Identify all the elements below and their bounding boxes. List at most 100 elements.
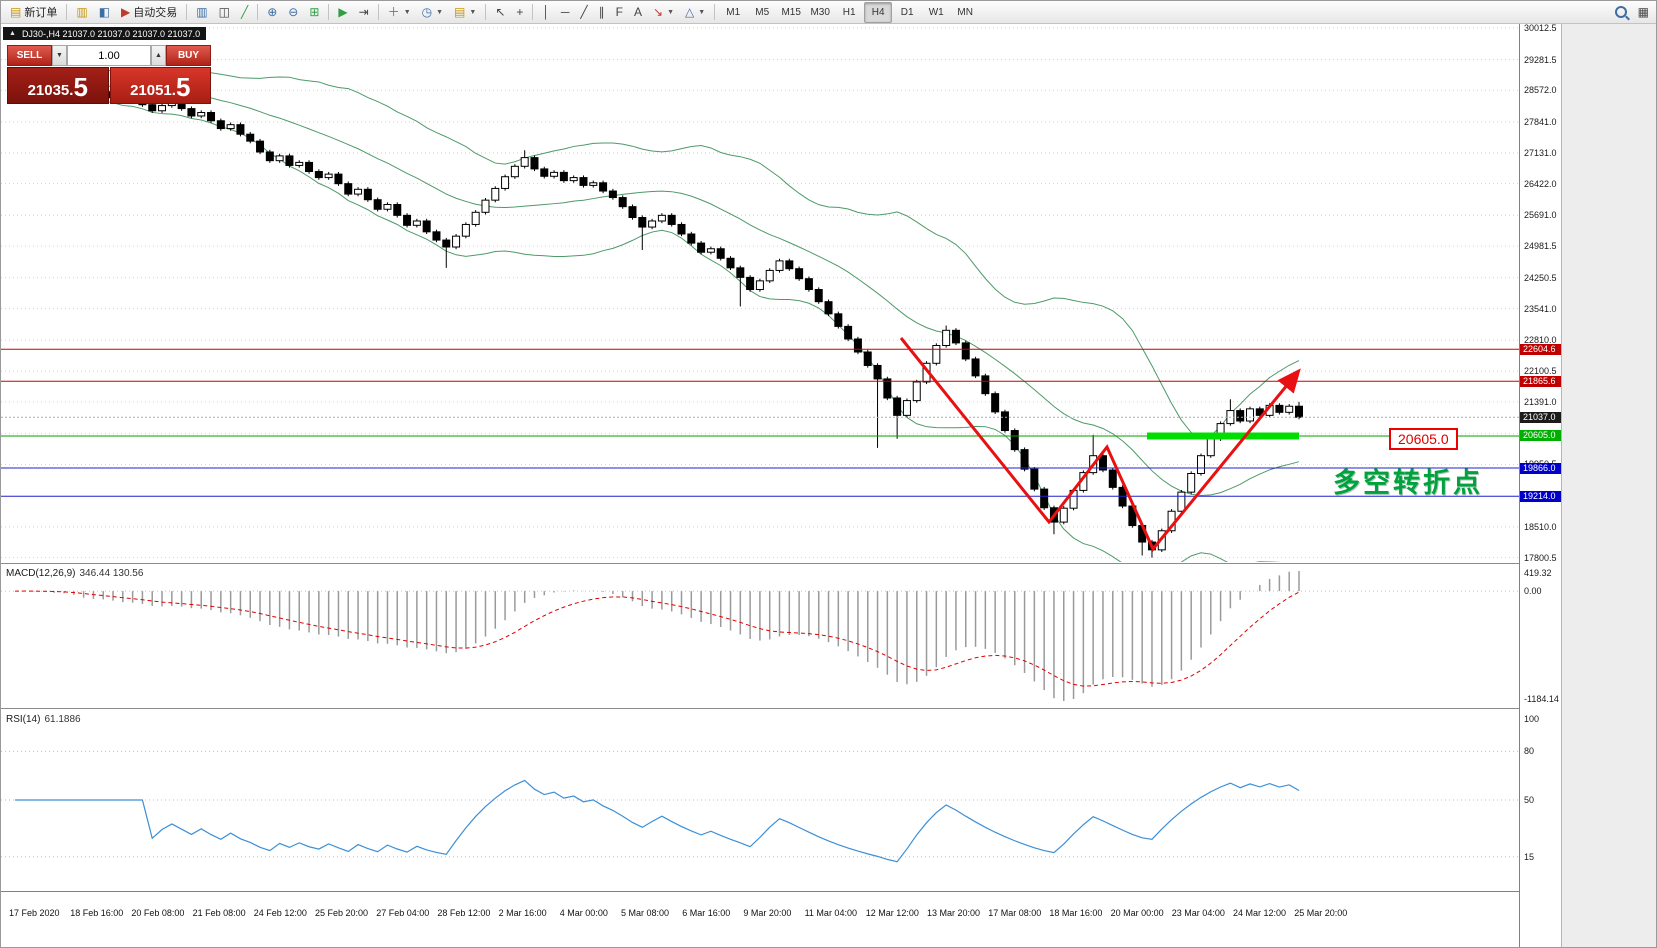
new-chart-icon: ▥ — [76, 5, 88, 19]
periods-clock-icon: ◷ — [421, 5, 433, 19]
fibonacci-button[interactable]: F — [611, 2, 628, 23]
crosshair-button[interactable]: + — [511, 2, 528, 23]
toolbar: ▤ 新订单 ▥ ◧ ▶ 自动交易 ▥ ◫ ╱ ⊕ ⊖ ⊞ ▶ ⇥ ＋ ▼ ◷ ▼ ▤… — [1, 1, 1656, 24]
rsi-axis-label: 80 — [1524, 746, 1535, 757]
time-tick-label: 5 Mar 08:00 — [621, 908, 670, 918]
toolbar-separator — [66, 4, 68, 20]
pane-splitter[interactable] — [1, 563, 1519, 564]
timeframe-M1[interactable]: M1 — [726, 6, 741, 18]
autotrading-button[interactable]: ▶ 自动交易 — [116, 2, 182, 23]
time-tick-label: 2 Mar 16:00 — [498, 908, 547, 918]
cursor-button[interactable]: ↖ — [490, 2, 510, 23]
arrows-tool-button[interactable]: ↘ ▼ — [648, 2, 679, 23]
shapes-tool-icon: △ — [685, 5, 695, 19]
bar-chart-button[interactable]: ▥ — [191, 2, 212, 23]
zoom-out-button[interactable]: ⊖ — [283, 2, 303, 23]
search-icon — [1614, 6, 1627, 18]
shapes-tool-button[interactable]: △ ▼ — [680, 2, 710, 23]
chart-objects[interactable] — [1, 337, 1519, 552]
pane-splitter[interactable] — [1, 708, 1519, 709]
timeframe-H4[interactable]: H4 — [864, 1, 893, 23]
price-callout[interactable]: 20605.0 — [1389, 428, 1458, 450]
zoom-in-button[interactable]: ⊕ — [262, 2, 282, 23]
trend-zigzag-arrow[interactable] — [899, 337, 1301, 552]
one-click-trading-panel: SELL ▼ 1.00 ▲ BUY 21035. 5 21051. 5 — [7, 45, 211, 104]
price-gridlines — [1, 27, 1519, 559]
rsi-value: 61.1886 — [44, 714, 81, 725]
rsi-line — [15, 779, 1300, 863]
indicators-icon: ＋ — [387, 5, 400, 19]
time-tick-label: 20 Feb 08:00 — [131, 908, 185, 918]
search-button[interactable] — [1610, 2, 1632, 23]
chart-layout-icon: ▦ — [1637, 5, 1649, 19]
templates-button[interactable]: ▤ ▼ — [449, 2, 481, 23]
time-tick-label: 25 Mar 20:00 — [1294, 908, 1348, 918]
rsi-pane — [1, 750, 1519, 863]
collapse-arrow-icon[interactable]: ▲ — [9, 30, 16, 37]
volume-input[interactable]: 1.00 — [67, 45, 151, 66]
buy-button[interactable]: BUY — [166, 45, 211, 66]
price-tick-label: 22810.0 — [1524, 335, 1557, 346]
line-chart-button[interactable]: ╱ — [236, 2, 253, 23]
timeframe-MN[interactable]: MN — [957, 6, 973, 18]
new-order-button[interactable]: ▤ 新订单 — [5, 2, 62, 23]
time-tick-label: 21 Feb 08:00 — [192, 908, 246, 918]
channel-button[interactable]: ∥ — [594, 2, 610, 23]
time-tick-label: 9 Mar 20:00 — [743, 908, 792, 918]
sell-price-display[interactable]: 21035. 5 — [7, 67, 109, 104]
time-tick-label: 17 Mar 08:00 — [988, 908, 1042, 918]
timeframe-M15[interactable]: M15 — [781, 6, 801, 18]
chart-window[interactable]: MACD(12,26,9) 346.44 130.56 RSI(14) 61.188… — [1, 22, 1561, 947]
chart-layout-button[interactable]: ▦ — [1633, 2, 1654, 23]
indicators-button[interactable]: ＋ ▼ — [383, 2, 416, 23]
timeframe-M30[interactable]: M30 — [810, 6, 830, 18]
timeframe-H1[interactable]: H1 — [842, 6, 856, 18]
periods-button[interactable]: ◷ ▼ — [417, 2, 448, 23]
time-axis: 17 Feb 2020 18 Feb 16:00 20 Feb 08:00 21 Fe… — [1, 891, 1519, 947]
new-chart-button[interactable]: ▥ — [71, 2, 92, 23]
bar-chart-icon: ▥ — [196, 5, 208, 19]
sell-button[interactable]: SELL — [7, 45, 52, 66]
price-tick-label: 30012.5 — [1524, 22, 1557, 33]
timeframe-W1[interactable]: W1 — [928, 6, 944, 18]
macd-name: MACD(12,26,9) — [6, 568, 76, 579]
toolbar-separator — [377, 4, 379, 20]
rsi-axis-label: 100 — [1524, 714, 1540, 724]
data-window-button[interactable]: ◧ — [94, 2, 115, 23]
price-tick-label: 21391.0 — [1524, 396, 1557, 407]
toolbar-separator — [186, 4, 188, 20]
timeframe-toolbar: M1 M5 M15 M30 H1 H4 D1 W1 MN — [719, 1, 979, 23]
time-tick-label: 27 Feb 04:00 — [376, 908, 430, 918]
buy-price-main: 21051. — [130, 82, 176, 99]
templates-icon: ▤ — [454, 5, 466, 19]
time-tick-label: 20 Mar 00:00 — [1110, 908, 1164, 918]
bollinger-bands — [44, 68, 1300, 562]
price-axis: 30012.5 29281.5 28572.0 27841.0 27131.0 26422… — [1519, 22, 1561, 947]
time-tick-label: 25 Feb 20:00 — [315, 908, 369, 918]
candlestick-chart-button[interactable]: ◫ — [214, 2, 235, 23]
chart-shift-button[interactable]: ⇥ — [354, 2, 374, 23]
horizontal-line-button[interactable]: ─ — [556, 2, 575, 23]
tile-windows-button[interactable]: ⊞ — [304, 2, 324, 23]
vertical-line-button[interactable]: │ — [537, 2, 555, 23]
auto-scroll-button[interactable]: ▶ — [333, 2, 352, 23]
timeframe-M5[interactable]: M5 — [755, 6, 770, 18]
volume-decrease-button[interactable]: ▼ — [52, 45, 67, 66]
price-tick-label: 24250.5 — [1524, 272, 1557, 283]
arrows-tool-icon: ↘ — [653, 5, 664, 19]
timeframe-D1[interactable]: D1 — [900, 6, 914, 18]
text-tool-button[interactable]: A — [629, 2, 647, 23]
macd-axis-label: 0.00 — [1524, 586, 1542, 597]
chart-shift-icon: ⇥ — [358, 5, 369, 19]
macd-values: 346.44 130.56 — [79, 568, 144, 579]
price-tick-label: 28572.0 — [1524, 85, 1557, 96]
window-right-gap — [1561, 24, 1656, 947]
crosshair-icon: + — [516, 5, 524, 19]
time-tick-label: 23 Mar 04:00 — [1171, 908, 1225, 918]
turning-point-annotation[interactable]: 多空转折点 — [1333, 468, 1483, 498]
buy-price-display[interactable]: 21051. 5 — [109, 67, 211, 104]
trendline-button[interactable]: ╱ — [575, 2, 592, 23]
time-tick-label: 11 Mar 04:00 — [804, 908, 857, 918]
volume-increase-button[interactable]: ▲ — [151, 45, 166, 66]
price-tick-label: 18510.0 — [1524, 521, 1557, 532]
